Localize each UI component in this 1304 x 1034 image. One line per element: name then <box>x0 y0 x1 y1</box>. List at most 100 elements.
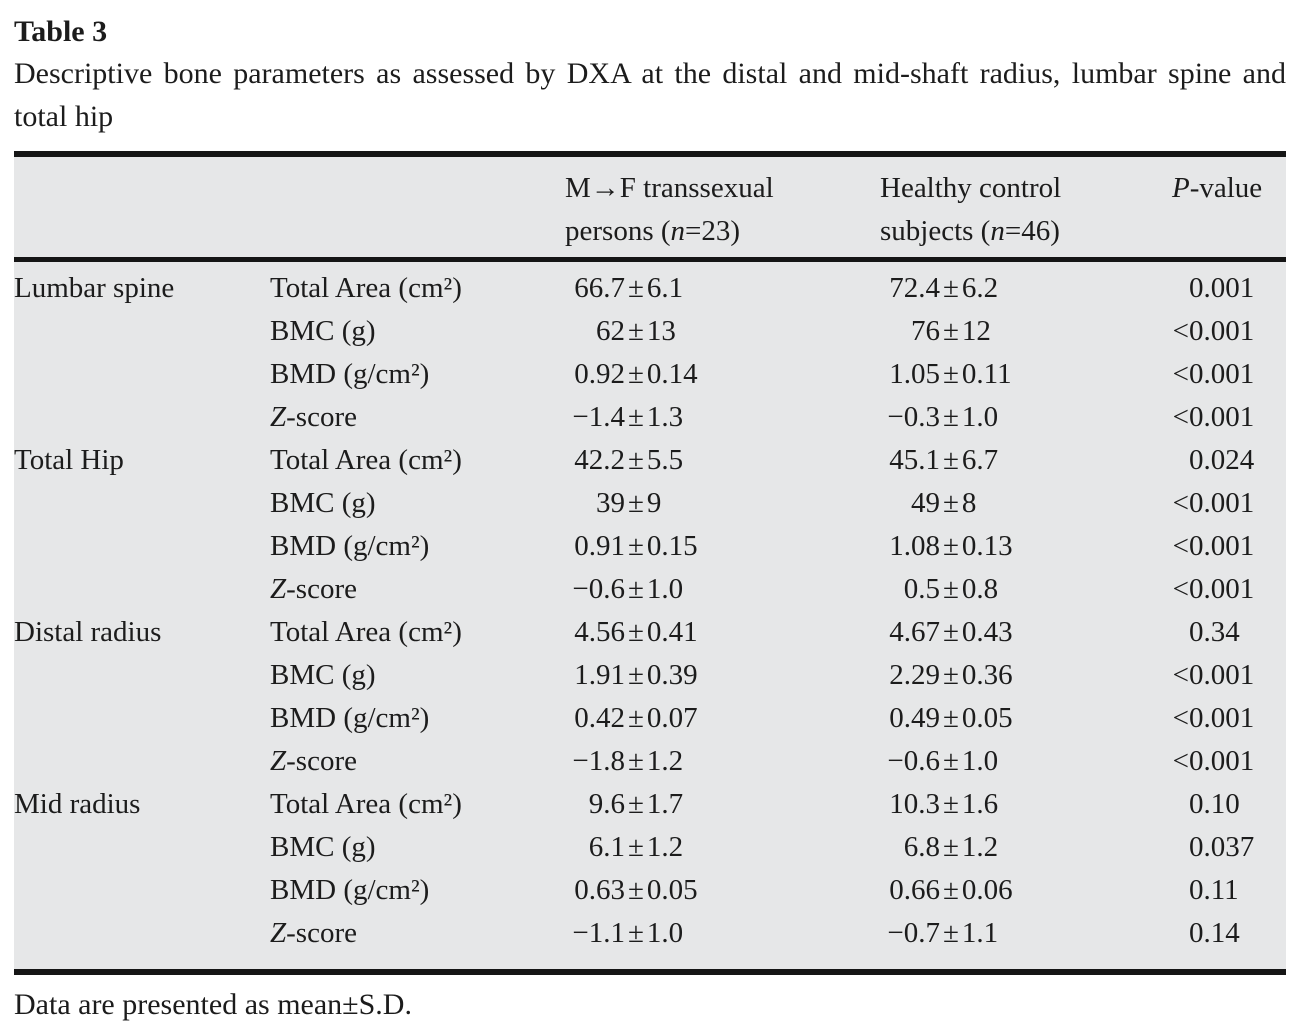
sd-value: 0.13 <box>961 530 1013 562</box>
mean-value: −0.3 <box>887 401 940 433</box>
mean-value: −1.1 <box>572 917 625 949</box>
header-hc-cell: Healthy control subjects (n=46) <box>880 157 1170 262</box>
p-value-cell: 0.037 <box>1170 826 1286 869</box>
mf-value-cell: 66.7 ±6.1 <box>565 260 880 311</box>
sd-value: 1.2 <box>646 745 684 777</box>
table-row: BMC (g) 62 ±13 76 ±12 <0.001 <box>14 310 1286 353</box>
p-number: 0.024 <box>1189 444 1255 476</box>
bone-parameters-table: M→F transsexual persons (n=23) Healthy c… <box>14 157 1286 969</box>
table-row: Mid radius Total Area (cm²) 9.6 ±1.7 10.3… <box>14 783 1286 826</box>
mean-value: 9.6 <box>588 788 625 820</box>
table-header: M→F transsexual persons (n=23) Healthy c… <box>14 157 1286 262</box>
plus-minus-sign: ± <box>943 702 959 734</box>
p-value-cell: 0.11 <box>1170 869 1286 912</box>
group-cell <box>14 353 270 396</box>
param-cell: BMC (g) <box>270 659 376 691</box>
sd-value: 6.7 <box>961 444 999 476</box>
group-cell <box>14 482 270 525</box>
hc-value-cell: 0.49 ±0.05 <box>880 697 1170 740</box>
p-value-cell: <0.001 <box>1170 654 1286 697</box>
plus-minus-sign: ± <box>628 315 644 347</box>
sd-value: 1.3 <box>646 401 684 433</box>
param-cell: Total Area (cm²) <box>270 788 462 820</box>
sd-value: 0.41 <box>646 616 698 648</box>
table-row: BMC (g) 39 ±9 49 ±8 <0.001 <box>14 482 1286 525</box>
sd-value: 1.0 <box>961 745 999 777</box>
plus-minus-sign: ± <box>628 874 644 906</box>
plus-minus-sign: ± <box>943 444 959 476</box>
table-row: Z-score −1.1 ±1.0 −0.7 ±1.1 0.14 <box>14 912 1286 969</box>
mean-value: 6.1 <box>588 831 625 863</box>
p-number: 0.14 <box>1189 917 1240 949</box>
mean-value: 4.67 <box>889 616 940 648</box>
plus-minus-sign: ± <box>628 616 644 648</box>
p-value-cell: 0.10 <box>1170 783 1286 826</box>
sd-value: 0.05 <box>961 702 1013 734</box>
group-cell <box>14 525 270 568</box>
mf-value-cell: −1.4 ±1.3 <box>565 396 880 439</box>
header-pvalue-cell: P-value <box>1170 157 1286 262</box>
mean-value: −0.6 <box>887 745 940 777</box>
sd-value: 6.1 <box>646 272 684 304</box>
less-than-sign: < <box>1172 659 1189 691</box>
table-row: Z-score −1.8 ±1.2 −0.6 ±1.0 <0.001 <box>14 740 1286 783</box>
p-value-cell: 0.001 <box>1170 260 1286 311</box>
table-row: BMD (g/cm²) 0.91 ±0.15 1.08 ±0.13 <0.001 <box>14 525 1286 568</box>
mf-value-cell: 0.92 ±0.14 <box>565 353 880 396</box>
param-cell: Z-score <box>270 573 357 605</box>
sd-value: 0.07 <box>646 702 698 734</box>
table-number-label: Table 3 <box>14 15 108 48</box>
mf-value-cell: 4.56 ±0.41 <box>565 611 880 654</box>
sd-value: 1.2 <box>646 831 684 863</box>
hc-value-cell: 6.8 ±1.2 <box>880 826 1170 869</box>
param-cell: Z-score <box>270 745 357 777</box>
p-number: 0.001 <box>1189 401 1255 433</box>
mean-value: 10.3 <box>889 788 940 820</box>
mf-value-cell: 1.91 ±0.39 <box>565 654 880 697</box>
less-than-sign: < <box>1172 315 1189 347</box>
sd-value: 0.15 <box>646 530 698 562</box>
sd-value: 6.2 <box>961 272 999 304</box>
mean-value: 66.7 <box>574 272 625 304</box>
group-cell <box>14 568 270 611</box>
param-cell: BMC (g) <box>270 315 376 347</box>
mean-value: 49 <box>911 487 940 519</box>
group-cell <box>14 396 270 439</box>
sd-value: 1.2 <box>961 831 999 863</box>
group-cell <box>14 310 270 353</box>
p-number: 0.001 <box>1189 745 1255 777</box>
plus-minus-sign: ± <box>943 616 959 648</box>
plus-minus-sign: ± <box>943 874 959 906</box>
sd-value: 1.0 <box>961 401 999 433</box>
sd-value: 1.7 <box>646 788 684 820</box>
plus-minus-sign: ± <box>943 401 959 433</box>
param-cell: Total Area (cm²) <box>270 272 462 304</box>
mean-value: 1.91 <box>574 659 625 691</box>
param-cell: BMC (g) <box>270 487 376 519</box>
plus-minus-sign: ± <box>628 745 644 777</box>
group-cell: Lumbar spine <box>14 272 175 304</box>
less-than-sign: < <box>1172 530 1189 562</box>
mf-value-cell: −1.8 ±1.2 <box>565 740 880 783</box>
mean-value: −0.7 <box>887 917 940 949</box>
hc-value-cell: 0.66 ±0.06 <box>880 869 1170 912</box>
p-value-cell: 0.14 <box>1170 912 1286 969</box>
param-cell: Total Area (cm²) <box>270 444 462 476</box>
plus-minus-sign: ± <box>628 831 644 863</box>
hc-value-cell: 0.5 ±0.8 <box>880 568 1170 611</box>
n-count-italic: n <box>990 215 1005 247</box>
group-cell <box>14 869 270 912</box>
mean-value: 0.92 <box>574 358 625 390</box>
param-cell: BMD (g/cm²) <box>270 358 430 390</box>
plus-minus-sign: ± <box>943 358 959 390</box>
mean-value: 0.66 <box>889 874 940 906</box>
group-cell: Mid radius <box>14 788 141 820</box>
table-row: Distal radius Total Area (cm²) 4.56 ±0.41… <box>14 611 1286 654</box>
mean-value: 0.63 <box>574 874 625 906</box>
plus-minus-sign: ± <box>628 444 644 476</box>
p-value-cell: 0.34 <box>1170 611 1286 654</box>
plus-minus-sign: ± <box>628 487 644 519</box>
mean-value: 0.49 <box>889 702 940 734</box>
n-count-italic: n <box>670 215 686 247</box>
sd-value: 0.05 <box>646 874 698 906</box>
